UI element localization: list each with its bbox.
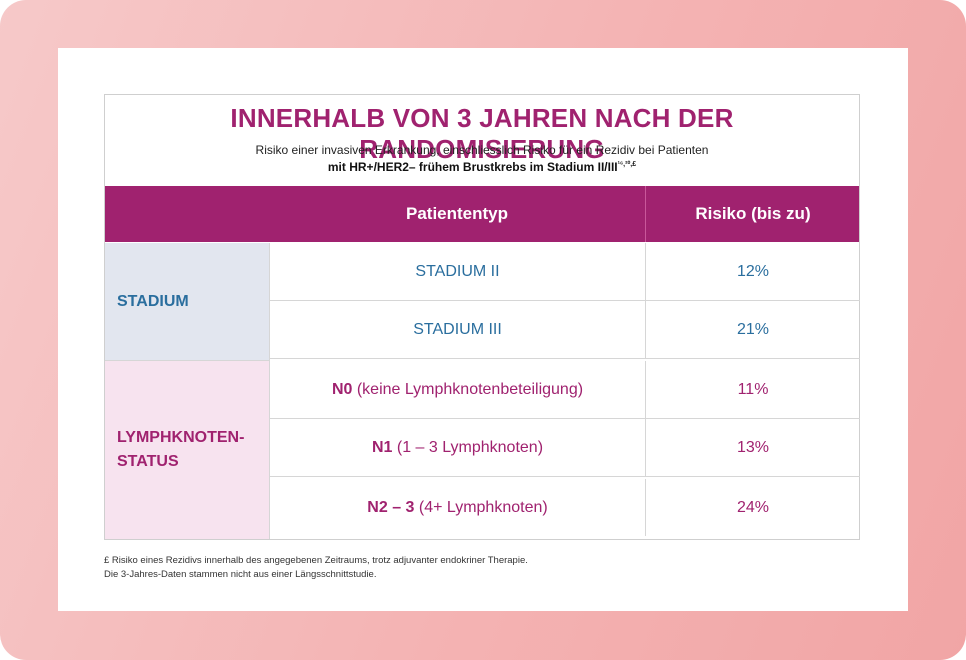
- table-row: N2 – 3 (4+ Lymphknoten) 24%: [270, 479, 860, 537]
- row-patient-type: STADIUM II: [415, 263, 500, 280]
- row-patient-type: N0 (keine Lymphknotenbeteiligung): [331, 381, 584, 398]
- row-risk: 13%: [736, 439, 770, 456]
- footnote-line1: £ Risiko eines Rezidivs innerhalb des an…: [104, 555, 528, 566]
- footnote: £ Risiko eines Rezidivs innerhalb des an…: [104, 554, 804, 582]
- table-row: STADIUM III 21%: [270, 301, 860, 359]
- group-lymph-label-line1: LYMPHKNOTEN-: [117, 429, 245, 446]
- header-patient-type: Patiententyp: [405, 204, 509, 223]
- risk-table: INNERHALB VON 3 JAHREN NACH DER RANDOMIS…: [104, 94, 860, 540]
- info-card: INNERHALB VON 3 JAHREN NACH DER RANDOMIS…: [58, 48, 908, 611]
- group-stadium-label: STADIUM: [117, 292, 189, 310]
- row-patient-type: N1 (1 – 3 Lymphknoten): [371, 439, 544, 456]
- table-header: Patiententyp Risiko (bis zu): [105, 186, 859, 242]
- subtitle-line2-text: mit HR+/HER2– frühem Brustkrebs im Stadi…: [327, 160, 618, 174]
- table-row: N0 (keine Lymphknotenbeteiligung) 11%: [270, 361, 860, 419]
- subtitle-reference: ¹⁶,²⁰,£: [617, 161, 637, 168]
- header-risk: Risiko (bis zu): [695, 204, 811, 223]
- group-lymph-label-line2: STATUS: [117, 453, 179, 470]
- group-lymph-status: LYMPHKNOTEN- STATUS: [105, 361, 269, 539]
- table-subtitle-line2: mit HR+/HER2– frühem Brustkrebs im Stadi…: [105, 160, 859, 174]
- table-subtitle-line1: Risiko einer invasiven Erkrankung, einsc…: [255, 143, 709, 157]
- table-row: STADIUM II 12%: [270, 243, 860, 301]
- row-risk: 11%: [737, 381, 769, 398]
- group-lymph-label: LYMPHKNOTEN- STATUS: [117, 426, 244, 474]
- group-stadium: STADIUM: [105, 243, 269, 360]
- group-divider: [105, 360, 269, 361]
- row-risk: 12%: [736, 263, 770, 280]
- footnote-line2: Die 3-Jahres-Daten stammen nicht aus ein…: [104, 569, 377, 580]
- row-risk: 21%: [736, 321, 770, 338]
- column-divider: [269, 243, 270, 539]
- row-patient-type: STADIUM III: [413, 321, 502, 338]
- table-title: INNERHALB VON 3 JAHREN NACH DER RANDOMIS…: [230, 103, 734, 164]
- row-patient-type: N2 – 3 (4+ Lymphknoten): [367, 499, 548, 516]
- header-divider: [645, 186, 646, 242]
- table-row: N1 (1 – 3 Lymphknoten) 13%: [270, 419, 860, 477]
- row-risk: 24%: [736, 499, 770, 516]
